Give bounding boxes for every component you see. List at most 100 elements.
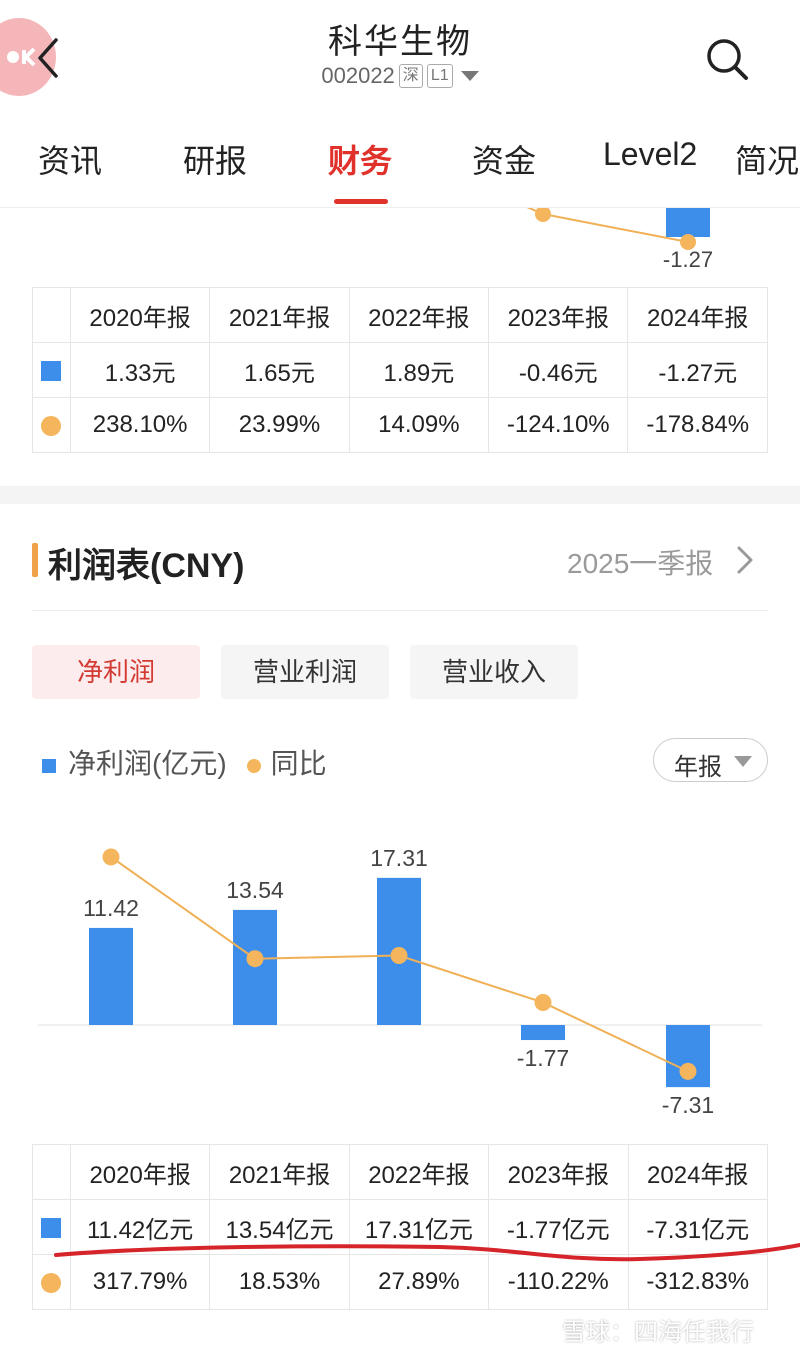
period-link[interactable]: 2025一季报	[567, 548, 714, 579]
screen-record-badge[interactable]	[0, 18, 56, 96]
table-cell: -1.27元	[627, 342, 768, 398]
yoy-point	[102, 848, 120, 866]
tab-funds[interactable]: 资金	[472, 143, 537, 179]
tab-news[interactable]: 资讯	[38, 143, 103, 179]
dot-legend-icon	[41, 1272, 62, 1293]
market-tag: 深	[398, 64, 423, 89]
section-divider	[0, 486, 800, 504]
bar-value-label: 17.31	[370, 845, 428, 871]
square-legend-icon	[41, 360, 62, 381]
table-corner	[32, 1144, 71, 1200]
chart-legend: 净利润(亿元) 同比	[42, 742, 327, 782]
column-header: 2024年报	[627, 287, 768, 343]
table-row: 317.79% 18.53% 27.89% -110.22% -312.83%	[32, 1254, 768, 1310]
level-tag: L1	[426, 64, 453, 89]
stock-code-line[interactable]: 002022 深 L1	[0, 62, 800, 89]
section-divider-line	[32, 610, 768, 611]
period-select[interactable]: 年报	[653, 738, 768, 782]
profit-table: 2020年报 2021年报 2022年报 2023年报 2024年报 11.42…	[32, 1144, 768, 1310]
table-cell: 27.89%	[348, 1254, 490, 1310]
record-icon	[7, 47, 36, 67]
table-cell: -0.46元	[488, 342, 629, 398]
square-legend-icon	[41, 1217, 62, 1238]
table-cell: -312.83%	[627, 1254, 768, 1310]
chevron-down-icon	[734, 756, 752, 767]
metric-net-profit-button[interactable]: 净利润	[32, 645, 200, 699]
table-cell: 11.42亿元	[69, 1199, 211, 1255]
yoy-dot-2023	[535, 208, 551, 222]
tab-profile[interactable]: 简况	[735, 143, 800, 179]
table-cell: -7.31亿元	[627, 1199, 768, 1255]
yoy-legend-cell	[32, 397, 71, 453]
tab-level2[interactable]: Level2	[603, 136, 698, 172]
active-tab-indicator	[334, 199, 388, 204]
table-cell: -110.22%	[488, 1254, 629, 1310]
yoy-point	[679, 1062, 697, 1080]
table-cell: 17.31亿元	[348, 1199, 490, 1255]
table-cell: 13.54亿元	[209, 1199, 350, 1255]
column-header: 2021年报	[209, 287, 350, 343]
stock-code: 002022	[321, 63, 395, 89]
tab-research[interactable]: 研报	[183, 143, 248, 179]
chevron-down-icon[interactable]	[460, 71, 479, 82]
yoy-dot-2024	[680, 234, 696, 250]
column-header: 2020年报	[69, 1144, 211, 1200]
bar-value-label: -7.31	[662, 1092, 714, 1118]
back-arrow-icon[interactable]	[32, 36, 62, 80]
dot-legend-icon	[246, 758, 261, 773]
bar-value-label: 13.54	[226, 877, 284, 903]
table-cell: 317.79%	[69, 1254, 211, 1310]
table-row: 1.33元 1.65元 1.89元 -0.46元 -1.27元	[32, 342, 768, 398]
column-header: 2023年报	[488, 287, 629, 343]
yoy-point	[390, 947, 408, 965]
column-header: 2022年报	[348, 287, 490, 343]
yoy-point	[534, 993, 552, 1011]
eps-chart-partial: -1.27	[526, 208, 713, 272]
bar-value-label: 11.42	[83, 895, 139, 921]
section-title: 利润表(CNY)	[48, 547, 245, 585]
net-profit-bar	[521, 1025, 565, 1041]
table-header-row: 2020年报 2021年报 2022年报 2023年报 2024年报	[32, 1144, 768, 1200]
metric-operating-profit-button[interactable]: 营业利润	[221, 645, 389, 699]
table-corner	[32, 287, 71, 343]
net-profit-chart: 11.42 13.54 17.31 -1.77 -7.31	[38, 845, 762, 1118]
chevron-right-icon[interactable]	[735, 545, 755, 575]
legend-yoy-label: 同比	[270, 748, 327, 779]
column-header: 2022年报	[348, 1144, 490, 1200]
metric-revenue-button[interactable]: 营业收入	[410, 645, 578, 699]
column-header: 2021年报	[209, 1144, 350, 1200]
table-row: 11.42亿元 13.54亿元 17.31亿元 -1.77亿元 -7.31亿元	[32, 1199, 768, 1255]
bar-value-label: -1.77	[517, 1045, 569, 1071]
net-profit-bar	[89, 927, 133, 1025]
table-cell: 18.53%	[209, 1254, 350, 1310]
table-cell: -178.84%	[627, 397, 768, 453]
eps-label-2024: -1.27	[663, 247, 713, 272]
search-icon[interactable]	[704, 36, 750, 82]
watermark: 雪球：四海任我行	[562, 1319, 754, 1346]
yoy-point	[246, 950, 264, 968]
yoy-legend-cell	[32, 1254, 71, 1310]
table-cell: 1.89元	[348, 342, 490, 398]
table-cell: 238.10%	[69, 397, 211, 453]
table-row: 238.10% 23.99% 14.09% -124.10% -178.84%	[32, 397, 768, 453]
column-header: 2024年报	[627, 1144, 768, 1200]
yoy-line-segment	[542, 213, 689, 243]
table-header-row: 2020年报 2021年报 2022年报 2023年报 2024年报	[32, 287, 768, 343]
value-legend-cell	[32, 342, 71, 398]
section-accent-bar	[32, 543, 38, 577]
table-cell: -1.77亿元	[488, 1199, 629, 1255]
app-header: 科华生物 002022 深 L1	[0, 0, 800, 110]
dot-legend-icon	[41, 415, 62, 436]
column-header: 2023年报	[488, 1144, 629, 1200]
tab-finance[interactable]: 财务	[328, 143, 393, 179]
table-cell: 14.09%	[348, 397, 490, 453]
stock-name: 科华生物	[328, 23, 472, 61]
value-legend-cell	[32, 1199, 71, 1255]
main-tabs: 资讯 研报 财务 资金 Level2 简况	[0, 126, 800, 208]
eps-bar-2024	[666, 208, 710, 237]
table-cell: 23.99%	[209, 397, 350, 453]
legend-value-label: 净利润(亿元)	[68, 748, 227, 779]
bar-legend-icon	[42, 758, 56, 773]
table-cell: -124.10%	[488, 397, 629, 453]
column-header: 2020年报	[69, 287, 211, 343]
